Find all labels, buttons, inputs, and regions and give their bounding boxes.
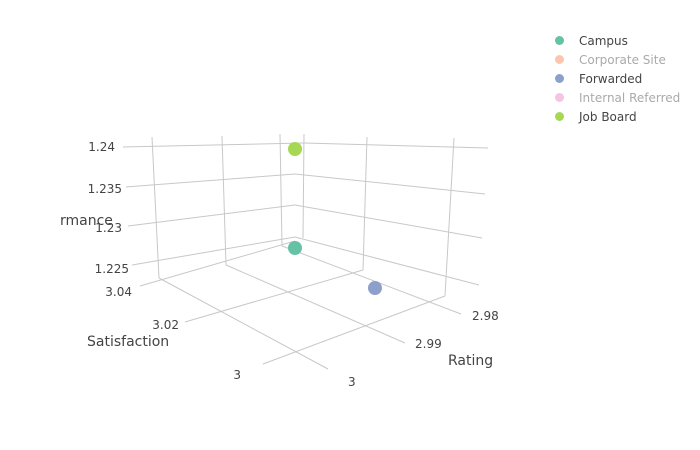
marker-forwarded[interactable] (368, 281, 382, 295)
legend-marker-icon (555, 36, 564, 45)
legend-label: Forwarded (579, 71, 643, 86)
z-axis-title: rmance (60, 213, 113, 229)
z-tick: 1.235 (88, 182, 122, 196)
x-tick: 3 (348, 375, 356, 389)
z-tick: 1.24 (88, 140, 115, 154)
x-tick: 2.98 (472, 309, 499, 323)
legend-item-corporate-site[interactable]: Corporate Site (550, 50, 680, 69)
legend-marker-icon (555, 74, 564, 83)
legend-marker-icon (555, 93, 564, 102)
legend-label: Campus (579, 33, 628, 48)
gridlines (122, 133, 489, 370)
legend-marker-icon (555, 112, 564, 121)
legend-item-job-board[interactable]: Job Board (550, 107, 680, 126)
x-tick: 2.99 (415, 337, 442, 351)
y-tick: 3.04 (105, 285, 132, 299)
legend-item-campus[interactable]: Campus (550, 31, 680, 50)
y-tick: 3.02 (152, 318, 179, 332)
legend-marker-icon (555, 55, 564, 64)
x-axis-title: Rating (448, 353, 493, 369)
legend-label: Corporate Site (579, 52, 666, 67)
legend: Campus Corporate Site Forwarded Internal… (550, 31, 680, 126)
marker-job-board[interactable] (288, 142, 302, 156)
y-tick: 3 (233, 368, 241, 382)
data-markers[interactable] (288, 142, 382, 295)
z-tick: 1.225 (95, 262, 129, 276)
legend-item-forwarded[interactable]: Forwarded (550, 69, 680, 88)
legend-item-internal-referred[interactable]: Internal Referred (550, 88, 680, 107)
legend-label: Job Board (579, 109, 637, 124)
z-tick: 1.23 (95, 221, 122, 235)
marker-campus[interactable] (288, 241, 302, 255)
y-axis-title: Satisfaction (87, 334, 169, 350)
legend-label: Internal Referred (579, 90, 681, 105)
